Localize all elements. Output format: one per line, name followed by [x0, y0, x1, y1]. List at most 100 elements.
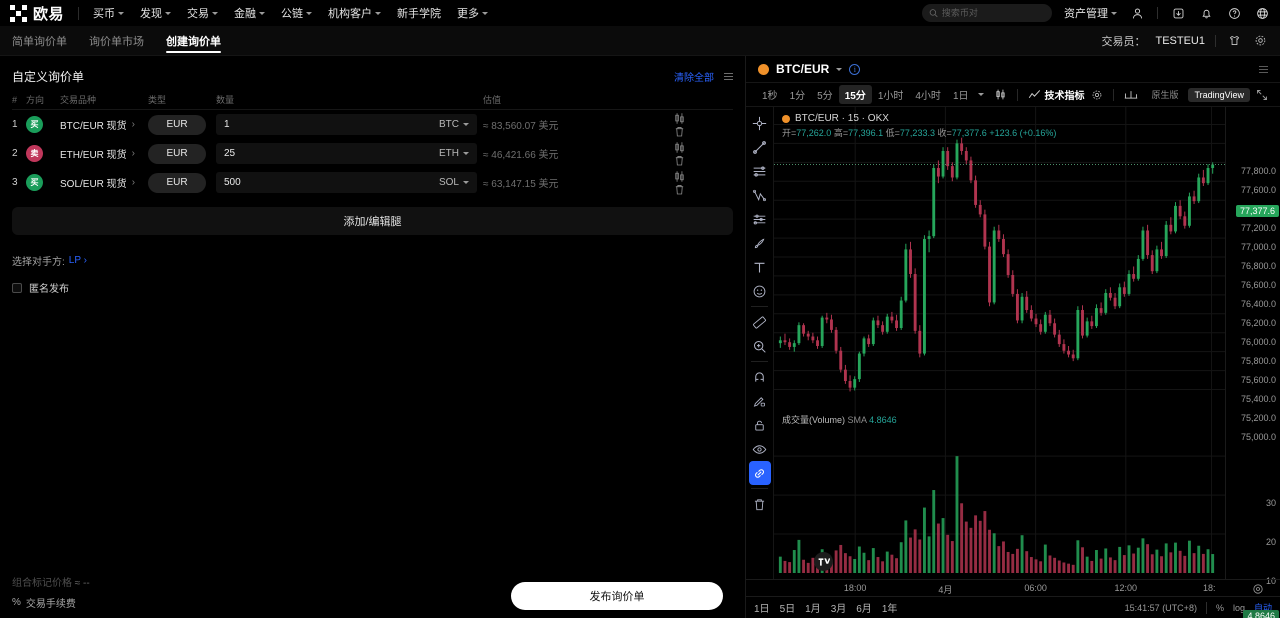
nav-item-academy[interactable]: 新手学院	[397, 5, 441, 21]
help-icon[interactable]	[1226, 5, 1242, 21]
chart-canvas[interactable]: BTC/EUR · 15 · OKX 开=77,262.0 高=77,396.1…	[774, 107, 1225, 579]
range-1m[interactable]: 1月	[805, 604, 821, 615]
view-tradingview-button[interactable]: TradingView	[1188, 87, 1250, 102]
magnet-icon[interactable]	[749, 365, 771, 389]
anonymous-publish-row[interactable]: 匿名发布	[0, 268, 745, 295]
text-icon[interactable]	[749, 255, 771, 279]
timeframe-1d[interactable]: 1日	[952, 91, 969, 102]
drag-handle-icon[interactable]	[724, 72, 733, 80]
quantity-field[interactable]: SOL	[216, 172, 477, 193]
add-edit-leg-button[interactable]: 添加/编辑腿	[12, 207, 733, 235]
quantity-input[interactable]	[224, 148, 439, 159]
tab-rfq-market[interactable]: 询价单市场	[89, 26, 144, 56]
gear-icon[interactable]	[1252, 33, 1268, 49]
range-3m[interactable]: 3月	[830, 604, 847, 615]
trend-line-icon[interactable]	[749, 135, 771, 159]
symbol-selector[interactable]: BTC/EUR 现货 ›	[60, 117, 148, 132]
unit-selector[interactable]: ETH	[439, 148, 469, 159]
tab-simple-rfq[interactable]: 简单询价单	[12, 26, 67, 56]
direction-toggle[interactable]: 买	[26, 116, 60, 133]
okx-logo[interactable]: 欧易	[10, 3, 64, 24]
emoji-icon[interactable]	[749, 279, 771, 303]
forecast-icon[interactable]	[749, 207, 771, 231]
view-native-button[interactable]: 原生版	[1151, 90, 1179, 100]
range-6m[interactable]: 6月	[856, 604, 872, 615]
quantity-field[interactable]: BTC	[216, 114, 477, 135]
candlestick-icon[interactable]	[673, 112, 733, 125]
type-pill[interactable]: EUR	[148, 143, 206, 164]
symbol-selector[interactable]: ETH/EUR 现货 ›	[60, 146, 148, 161]
time-axis[interactable]: 18:00 4月 06:00 12:00 18:	[746, 579, 1280, 596]
timeframe-4h[interactable]: 4小时	[915, 91, 941, 102]
crosshair-icon[interactable]	[749, 111, 771, 135]
quantity-field[interactable]: ETH	[216, 143, 477, 164]
assets-menu[interactable]: 资产管理	[1064, 5, 1117, 21]
unit-selector[interactable]: SOL	[439, 177, 469, 188]
search-input[interactable]	[941, 8, 1045, 18]
brush-icon[interactable]	[749, 231, 771, 255]
quantity-input[interactable]	[224, 177, 439, 188]
ruler-icon[interactable]	[749, 310, 771, 334]
chevron-down-icon[interactable]	[977, 93, 984, 96]
nav-item-institutional[interactable]: 机构客户	[328, 5, 382, 21]
nav-item-buy-crypto[interactable]: 买币	[93, 5, 125, 21]
counterparty-selector[interactable]: LP ›	[68, 255, 87, 266]
candlestick-icon[interactable]	[673, 141, 733, 154]
lock-icon[interactable]	[749, 413, 771, 437]
chart-drag-handle-icon[interactable]	[1259, 65, 1268, 73]
globe-icon[interactable]	[1254, 5, 1270, 21]
auto-scale-toggle[interactable]: 自动	[1253, 603, 1272, 613]
bell-icon[interactable]	[1198, 5, 1214, 21]
quantity-input[interactable]	[224, 119, 439, 130]
price-axis[interactable]: 77,800.077,600.077,400.077,200.077,000.0…	[1225, 107, 1280, 618]
user-icon[interactable]	[1129, 5, 1145, 21]
timezone-icon[interactable]	[1250, 581, 1266, 597]
chevron-down-icon[interactable]	[836, 67, 843, 71]
symbol-selector[interactable]: SOL/EUR 现货 ›	[60, 175, 148, 190]
remove-drawings-icon[interactable]	[749, 492, 771, 516]
log-scale-toggle[interactable]: log	[1232, 602, 1245, 613]
zoom-in-icon[interactable]	[749, 334, 771, 358]
nav-item-more[interactable]: 更多	[457, 5, 489, 21]
timeframe-1m[interactable]: 1分	[789, 91, 806, 102]
nav-item-chain[interactable]: 公链	[281, 5, 313, 21]
link-icon[interactable]	[748, 461, 771, 485]
compare-icon[interactable]	[1121, 89, 1141, 101]
timeframe-5m[interactable]: 5分	[817, 91, 833, 102]
search-box[interactable]	[922, 4, 1052, 22]
horizontal-lines-icon[interactable]	[749, 159, 771, 183]
direction-toggle[interactable]: 卖	[26, 145, 60, 162]
range-5d[interactable]: 5日	[779, 604, 796, 615]
type-pill[interactable]: EUR	[148, 114, 206, 135]
clear-all-button[interactable]: 清除全部	[674, 72, 714, 84]
candlestick-icon[interactable]	[673, 170, 733, 183]
draw-lock-icon[interactable]	[749, 389, 771, 413]
tab-create-rfq[interactable]: 创建询价单	[166, 26, 221, 56]
type-pill[interactable]: EUR	[148, 172, 206, 193]
fullscreen-icon[interactable]	[1254, 87, 1270, 103]
delete-row-icon[interactable]	[673, 125, 733, 138]
direction-toggle[interactable]: 买	[26, 174, 60, 191]
delete-row-icon[interactable]	[673, 183, 733, 196]
chart-type-icon[interactable]	[991, 88, 1010, 101]
timeframe-15m[interactable]: 15分	[838, 85, 872, 104]
nav-item-discover[interactable]: 发现	[140, 5, 172, 21]
chart-settings-icon[interactable]	[1088, 89, 1106, 101]
range-1y[interactable]: 1年	[881, 604, 898, 615]
info-icon[interactable]: i	[849, 63, 861, 75]
download-icon[interactable]	[1170, 5, 1186, 21]
nav-item-finance[interactable]: 金融	[234, 5, 266, 21]
range-1d[interactable]: 1日	[754, 604, 770, 615]
delete-row-icon[interactable]	[673, 154, 733, 167]
percent-scale-toggle[interactable]: %	[1215, 602, 1224, 613]
timeframe-1s[interactable]: 1秒	[762, 91, 778, 102]
timeframe-1h[interactable]: 1小时	[877, 91, 904, 102]
indicators-button[interactable]: 技术指标	[1025, 87, 1088, 102]
pattern-icon[interactable]	[749, 183, 771, 207]
anonymous-checkbox[interactable]	[12, 282, 22, 293]
nav-item-trade[interactable]: 交易	[187, 5, 219, 21]
shirt-icon[interactable]	[1226, 33, 1242, 49]
publish-rfq-button[interactable]: 发布询价单	[511, 582, 723, 610]
eye-icon[interactable]	[749, 437, 771, 461]
unit-selector[interactable]: BTC	[439, 119, 469, 130]
